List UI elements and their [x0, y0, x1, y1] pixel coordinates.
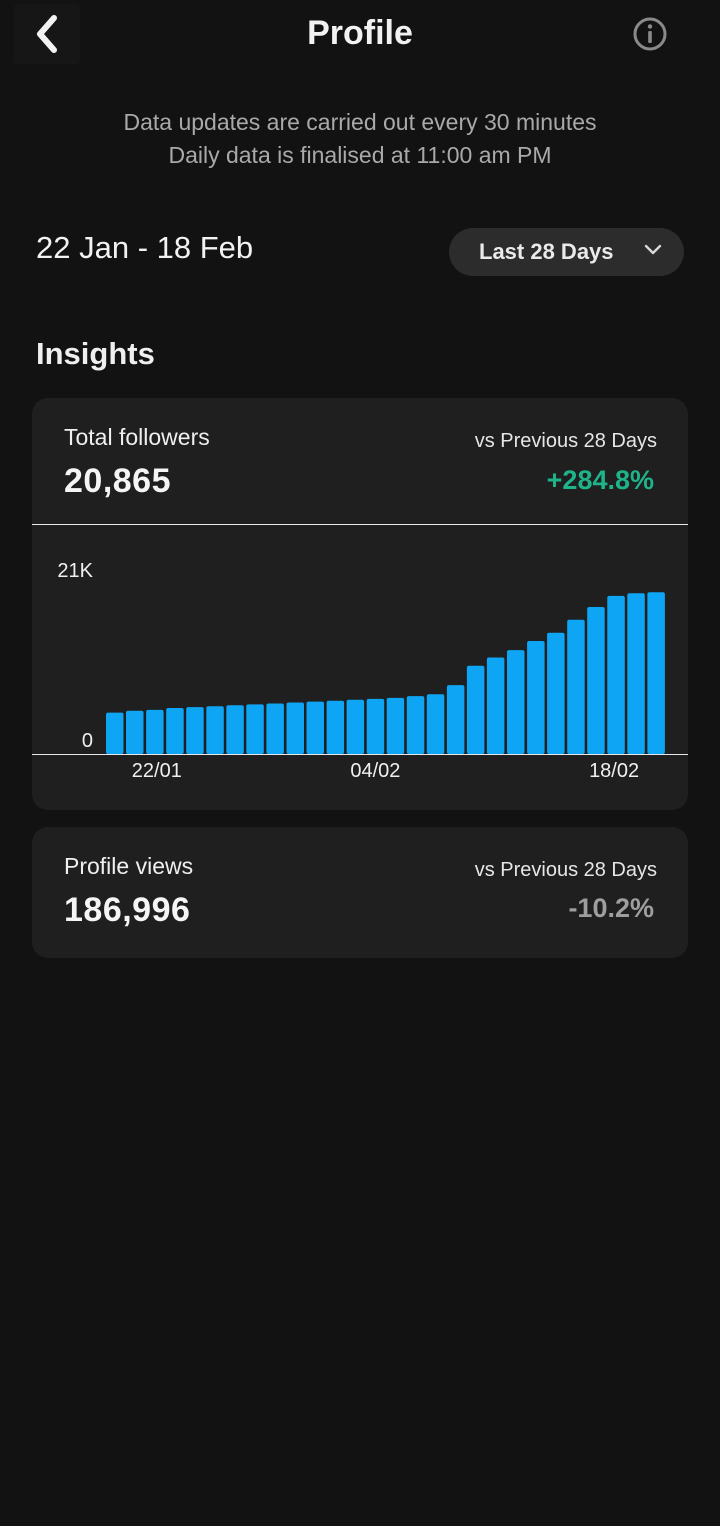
chevron-down-icon [644, 244, 662, 255]
x-tick-label: 18/02 [589, 760, 639, 782]
views-value: 186,996 [64, 891, 191, 929]
chart-bar[interactable] [106, 712, 124, 754]
chart-bar[interactable] [266, 703, 284, 755]
views-label: Profile views [64, 853, 194, 879]
chart-bar[interactable] [647, 592, 665, 754]
chart-bar[interactable] [406, 696, 425, 754]
chart-divider [32, 524, 688, 525]
chart-bar[interactable] [507, 650, 525, 754]
chart-bar[interactable] [226, 705, 244, 754]
x-tick-label: 22/01 [132, 760, 182, 782]
date-range-label: 22 Jan - 18 Feb [36, 230, 254, 265]
followers-value: 20,865 [64, 462, 171, 500]
page-title: Profile [307, 14, 413, 52]
chart-bar[interactable] [486, 657, 505, 755]
chart-bar[interactable] [346, 699, 365, 754]
back-button[interactable] [14, 4, 80, 64]
followers-delta: +284.8% [546, 465, 654, 495]
chart-bar[interactable] [567, 619, 585, 754]
chart-bar[interactable] [186, 707, 204, 754]
followers-compare-label: vs Previous 28 Days [474, 430, 657, 452]
chart-bar[interactable] [326, 700, 345, 754]
chart-bar[interactable] [527, 641, 545, 754]
chart-bar[interactable] [286, 702, 305, 755]
info-icon [633, 17, 667, 51]
chart-bar[interactable] [547, 632, 565, 754]
notice-line-1: Data updates are carried out every 30 mi… [123, 109, 597, 135]
chart-bar[interactable] [126, 710, 144, 754]
update-notice: Data updates are carried out every 30 mi… [0, 106, 720, 172]
followers-card[interactable]: Total followers 20,865 vs Previous 28 Da… [32, 398, 688, 810]
views-delta: -10.2% [568, 893, 654, 923]
insights-title: Insights [36, 336, 155, 371]
chart-bar[interactable] [426, 694, 445, 754]
chart-bar[interactable] [627, 593, 645, 754]
views-compare-label: vs Previous 28 Days [474, 859, 657, 881]
views-card[interactable]: Profile views 186,996 vs Previous 28 Day… [32, 827, 688, 958]
chart-bar[interactable] [446, 685, 465, 754]
followers-label: Total followers [64, 424, 210, 450]
chart-bar[interactable] [466, 665, 485, 754]
chart-bar[interactable] [607, 595, 625, 754]
chart-bar[interactable] [246, 704, 264, 754]
chart-bar[interactable] [587, 607, 605, 754]
range-dropdown[interactable]: Last 28 Days [449, 228, 684, 276]
y-tick-label: 0 [82, 730, 93, 752]
chevron-left-icon [37, 15, 57, 53]
followers-chart: 21K 0 22/01 04/02 18/02 [32, 560, 688, 782]
notice-line-2: Daily data is finalised at 11:00 am PM [168, 142, 552, 168]
chart-bar[interactable] [146, 709, 164, 754]
info-button[interactable] [630, 14, 670, 54]
chart-bar[interactable] [306, 701, 325, 754]
chart-bar[interactable] [386, 697, 405, 754]
chart-bar[interactable] [366, 698, 385, 754]
chart-bar[interactable] [166, 708, 184, 754]
x-tick-label: 04/02 [350, 760, 400, 782]
y-tick-label: 21K [57, 560, 93, 582]
chart-bar[interactable] [206, 706, 224, 754]
header: Profile [0, 0, 720, 70]
range-dropdown-label: Last 28 Days [479, 239, 614, 264]
